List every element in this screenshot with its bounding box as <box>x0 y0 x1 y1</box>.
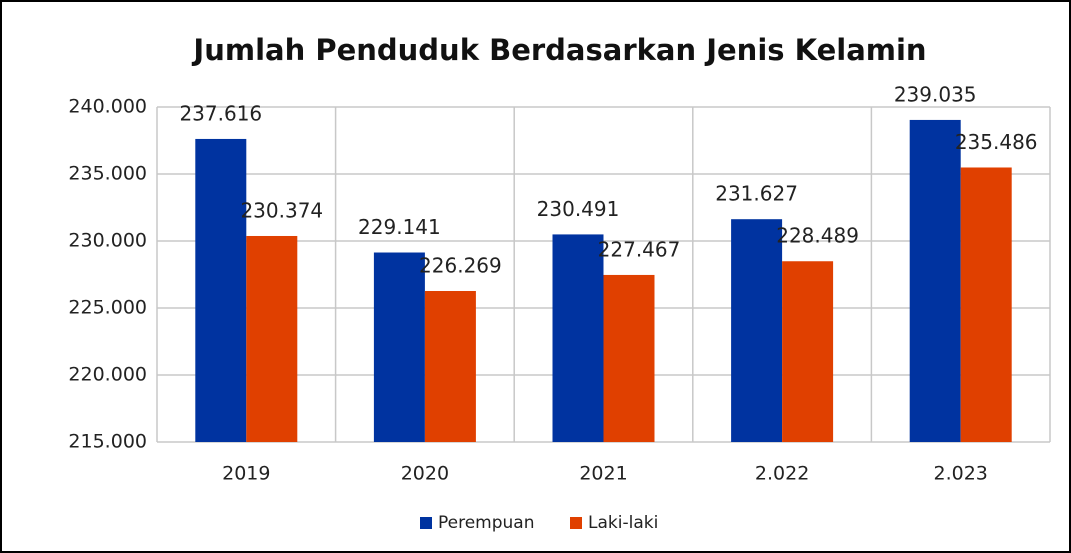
y-tick-label: 235.000 <box>68 163 147 185</box>
data-label: 230.374 <box>240 198 323 222</box>
legend-label: Laki-laki <box>588 513 658 533</box>
chart-title: Jumlah Penduduk Berdasarkan Jenis Kelami… <box>191 33 926 67</box>
legend-swatch <box>420 517 432 529</box>
data-label: 237.616 <box>179 101 262 125</box>
data-label: 226.269 <box>419 253 502 277</box>
x-tick-label: 2.023 <box>933 463 987 485</box>
data-label: 239.035 <box>894 82 977 106</box>
bar <box>195 138 247 442</box>
y-tick-label: 230.000 <box>68 230 147 252</box>
bar <box>246 235 298 442</box>
y-tick-label: 240.000 <box>68 96 147 118</box>
data-label: 227.467 <box>598 237 681 261</box>
bar <box>373 252 425 442</box>
x-tick-label: 2.022 <box>755 463 809 485</box>
data-label: 230.491 <box>537 197 620 221</box>
y-tick-label: 225.000 <box>68 297 147 319</box>
data-label: 229.141 <box>358 215 441 239</box>
x-tick-label: 2021 <box>579 463 627 485</box>
data-label: 235.486 <box>955 130 1038 154</box>
legend-swatch <box>570 517 582 529</box>
y-tick-label: 220.000 <box>68 364 147 386</box>
bar <box>782 261 834 442</box>
bar <box>960 167 1012 442</box>
bar <box>424 290 476 442</box>
x-tick-label: 2020 <box>401 463 449 485</box>
legend-label: Perempuan <box>438 513 535 533</box>
data-label: 228.489 <box>776 224 859 248</box>
bar <box>731 219 783 442</box>
bar <box>603 274 655 442</box>
y-tick-label: 215.000 <box>68 431 147 453</box>
data-label: 231.627 <box>715 182 798 206</box>
bar <box>552 234 604 442</box>
x-tick-label: 2019 <box>222 463 270 485</box>
bar <box>909 119 961 442</box>
